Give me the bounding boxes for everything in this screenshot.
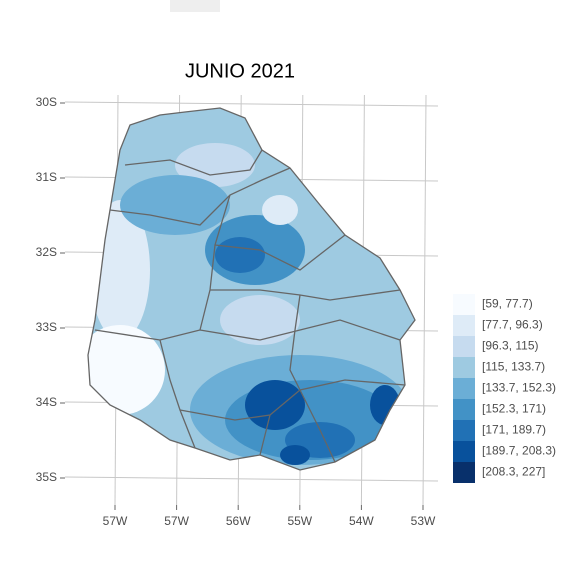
lat-label: 30S <box>36 95 57 109</box>
lon-label: 56W <box>226 514 251 528</box>
lat-label: 35S <box>36 470 57 484</box>
lon-label: 54W <box>349 514 374 528</box>
legend-label: [189.7, 208.3) <box>482 444 556 458</box>
lon-label: 55W <box>287 514 312 528</box>
legend-swatch <box>453 294 475 315</box>
lon-label: 57W <box>103 514 128 528</box>
department-borders <box>87 107 416 471</box>
legend-swatch <box>453 378 475 399</box>
legend-label: [77.7, 96.3) <box>482 318 543 332</box>
legend-swatch <box>453 357 475 378</box>
lat-grid-line <box>64 476 439 482</box>
legend-label: [152.3, 171) <box>482 402 546 416</box>
lat-label: 31S <box>36 170 57 184</box>
legend-swatch <box>453 315 475 336</box>
legend-swatch <box>453 420 475 441</box>
precip-zone <box>280 445 310 465</box>
scroll-tab <box>170 0 220 12</box>
precip-zone <box>262 195 298 225</box>
legend-label: [208.3, 227] <box>482 465 545 479</box>
precip-zone <box>245 380 305 430</box>
legend-label: [171, 189.7) <box>482 423 546 437</box>
lat-label: 32S <box>36 245 57 259</box>
lon-label: 53W <box>411 514 436 528</box>
precip-zone <box>120 175 230 235</box>
lat-label: 34S <box>36 395 57 409</box>
legend-swatch <box>453 336 475 357</box>
legend-label: [59, 77.7) <box>482 297 533 311</box>
lat-grid-line <box>64 101 439 107</box>
legend-label: [133.7, 152.3) <box>482 381 556 395</box>
legend-swatch <box>453 462 475 483</box>
legend-swatch <box>453 399 475 420</box>
map-title: JUNIO 2021 <box>185 60 295 82</box>
lon-grid-line <box>422 94 427 506</box>
lat-label: 33S <box>36 320 57 334</box>
legend-label: [115, 133.7) <box>482 360 545 374</box>
precip-zone <box>220 295 300 345</box>
legend-swatch <box>453 441 475 462</box>
precip-zone <box>175 143 255 187</box>
legend-label: [96.3, 115) <box>482 339 538 353</box>
precip-zone <box>215 237 265 273</box>
lon-label: 57W <box>164 514 189 528</box>
